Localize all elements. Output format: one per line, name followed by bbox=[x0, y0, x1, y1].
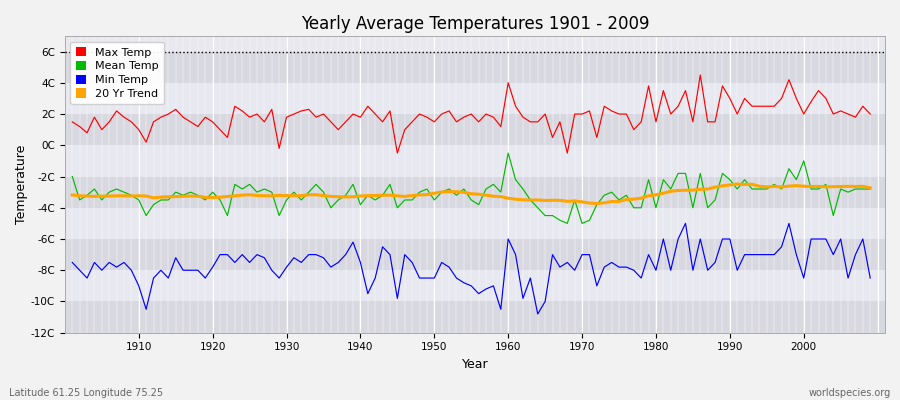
Bar bbox=[65, 176, 885, 208]
Text: Latitude 61.25 Longitude 75.25: Latitude 61.25 Longitude 75.25 bbox=[9, 388, 163, 398]
Bar bbox=[65, 145, 885, 176]
Bar bbox=[65, 52, 885, 83]
Bar bbox=[65, 208, 885, 239]
Bar bbox=[65, 114, 885, 145]
Legend: Max Temp, Mean Temp, Min Temp, 20 Yr Trend: Max Temp, Mean Temp, Min Temp, 20 Yr Tre… bbox=[70, 42, 164, 104]
Bar bbox=[65, 239, 885, 270]
Bar bbox=[65, 270, 885, 302]
Title: Yearly Average Temperatures 1901 - 2009: Yearly Average Temperatures 1901 - 2009 bbox=[301, 15, 649, 33]
Text: worldspecies.org: worldspecies.org bbox=[809, 388, 891, 398]
Bar bbox=[65, 302, 885, 333]
Y-axis label: Temperature: Temperature bbox=[15, 145, 28, 224]
Bar bbox=[65, 83, 885, 114]
X-axis label: Year: Year bbox=[462, 358, 488, 371]
